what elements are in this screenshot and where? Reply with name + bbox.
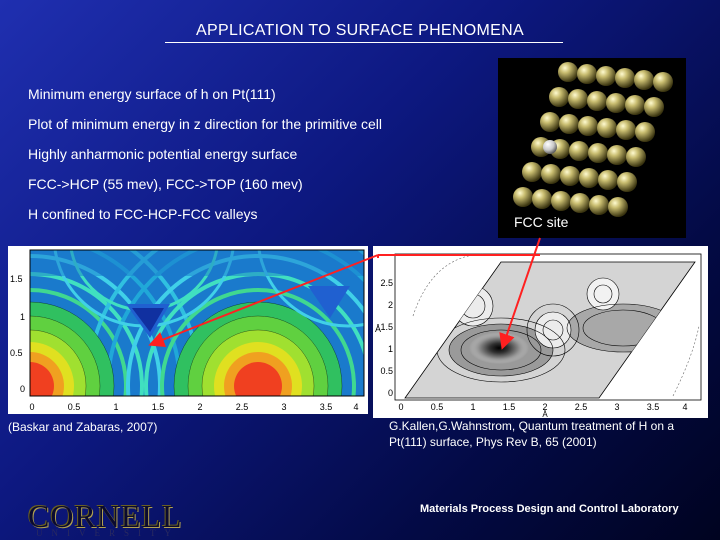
platinum-atom — [607, 145, 627, 165]
platinum-atom — [588, 143, 608, 163]
x-tick: 2.5 — [575, 402, 588, 412]
bullet-item: FCC->HCP (55 mev), FCC->TOP (160 mev) — [28, 176, 303, 192]
bullet-item: Highly anharmonic potential energy surfa… — [28, 146, 298, 162]
x-tick: 2 — [542, 402, 547, 412]
platinum-atoms — [513, 62, 673, 217]
left-contour-plot: 1.5 1 0.5 0 0 0.5 1 1.5 2 2.5 3 3.5 4 — [8, 246, 368, 414]
platinum-atom — [522, 162, 542, 182]
y-tick: 1.5 — [10, 274, 23, 284]
platinum-atom — [608, 197, 628, 217]
right-plot-caption: G.Kallen,G.Wahnstrom, Quantum treatment … — [389, 419, 675, 449]
platinum-atom — [560, 166, 580, 186]
y-tick: 0.5 — [10, 348, 23, 358]
platinum-atom — [532, 189, 552, 209]
platinum-atom — [635, 122, 655, 142]
y-tick: 2 — [388, 300, 393, 310]
platinum-atom — [598, 170, 618, 190]
y-tick: 0 — [20, 384, 25, 394]
platinum-atom — [606, 93, 626, 113]
x-tick: 0 — [398, 402, 403, 412]
platinum-atom — [626, 147, 646, 167]
platinum-atom — [589, 195, 609, 215]
right-contour-plot: 2.5 2 1.5 1 0.5 0 Å 0 0.5 1 1.5 2 2.5 3 … — [373, 246, 708, 419]
x-tick: 3.5 — [320, 402, 333, 412]
platinum-atom — [615, 68, 635, 88]
x-tick: 3 — [281, 402, 286, 412]
x-tick: 4 — [353, 402, 358, 412]
x-tick: 0.5 — [68, 402, 81, 412]
platinum-atom — [558, 62, 578, 82]
slide-title: APPLICATION TO SURFACE PHENOMENA — [196, 22, 524, 39]
x-axis-unit: Å — [542, 410, 548, 418]
platinum-atom — [597, 118, 617, 138]
platinum-atom — [625, 95, 645, 115]
platinum-atom — [569, 141, 589, 161]
platinum-atom — [634, 70, 654, 90]
y-tick: 1 — [388, 344, 393, 354]
x-tick: 3.5 — [647, 402, 660, 412]
bullet-item: H confined to FCC-HCP-FCC valleys — [28, 206, 258, 222]
bullet-item: Minimum energy surface of h on Pt(111) — [28, 86, 276, 102]
bullet-list: Minimum energy surface of h on Pt(111) P… — [28, 85, 382, 235]
left-plot-caption: (Baskar and Zabaras, 2007) — [8, 420, 158, 434]
y-axis-unit: Å — [375, 324, 381, 334]
platinum-atom — [549, 87, 569, 107]
x-tick: 2.5 — [236, 402, 249, 412]
platinum-atom — [579, 168, 599, 188]
platinum-atom — [617, 172, 637, 192]
x-tick: 4 — [682, 402, 687, 412]
y-tick: 2.5 — [380, 278, 393, 288]
platinum-atom — [578, 116, 598, 136]
y-tick: 0.5 — [380, 366, 393, 376]
bullet-item: Plot of minimum energy in z direction fo… — [28, 116, 383, 132]
x-tick: 1 — [113, 402, 118, 412]
platinum-atom — [596, 66, 616, 86]
x-tick: 0.5 — [431, 402, 444, 412]
platinum-atom — [644, 97, 664, 117]
y-tick: 1.5 — [380, 322, 393, 332]
cornell-logo: CORNELL — [28, 498, 183, 534]
platinum-atom — [540, 112, 560, 132]
platinum-atom — [587, 91, 607, 111]
x-tick: 2 — [197, 402, 202, 412]
x-tick: 3 — [614, 402, 619, 412]
platinum-atom — [568, 89, 588, 109]
x-tick: 1 — [470, 402, 475, 412]
fcc-site-label: FCC site — [514, 214, 569, 230]
platinum-atom — [513, 187, 533, 207]
x-tick: 0 — [29, 402, 34, 412]
platinum-atom — [653, 72, 673, 92]
platinum-atom — [551, 191, 571, 211]
cornell-logo-subtitle: UNIVERSITY — [36, 528, 180, 538]
y-tick: 0 — [388, 388, 393, 398]
lattice-svg — [513, 62, 673, 217]
platinum-atom — [616, 120, 636, 140]
x-tick: 1.5 — [503, 402, 516, 412]
platinum-atom — [559, 114, 579, 134]
pt-lattice-image — [498, 58, 686, 238]
platinum-atom — [570, 193, 590, 213]
title-underline — [165, 42, 563, 43]
hydrogen-atom — [543, 140, 557, 154]
lab-name: Materials Process Design and Control Lab… — [420, 503, 679, 515]
platinum-atom — [541, 164, 561, 184]
platinum-atom — [577, 64, 597, 84]
x-tick: 1.5 — [152, 402, 165, 412]
y-tick: 1 — [20, 312, 25, 322]
